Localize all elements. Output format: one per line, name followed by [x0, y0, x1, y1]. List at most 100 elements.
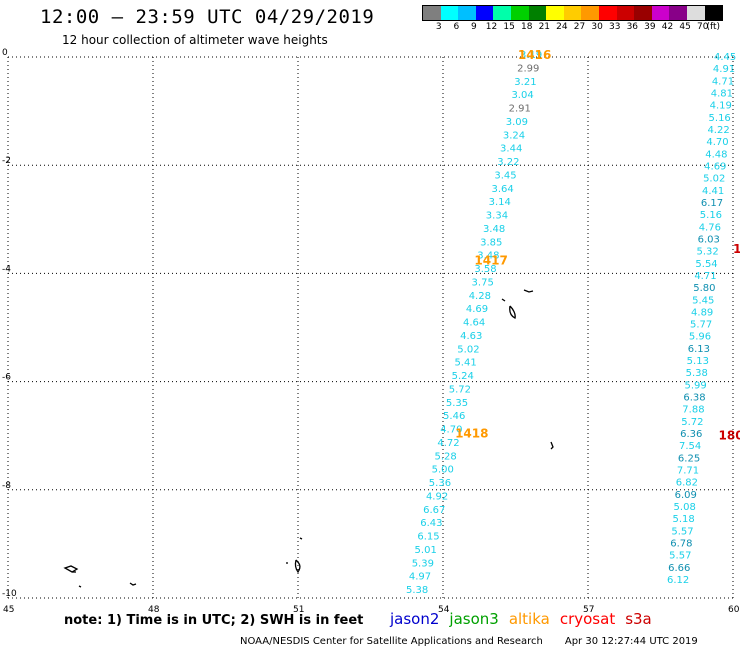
color-swatch — [423, 6, 441, 20]
page-subtitle: 12 hour collection of altimeter wave hei… — [62, 33, 328, 47]
wave-height-value: 6.15 — [417, 532, 439, 543]
color-swatch — [510, 6, 529, 20]
wave-height-value: 3.34 — [486, 211, 508, 222]
wave-height-value: 4.22 — [707, 125, 729, 136]
color-swatch — [669, 6, 687, 20]
lon-tick-label: 48 — [148, 605, 160, 615]
coastline-island — [129, 582, 137, 586]
color-scale-label: 21 — [538, 22, 551, 32]
wave-height-value: 4.69 — [466, 304, 488, 315]
coastline-island — [501, 298, 506, 302]
wave-height-value: 3.48 — [483, 224, 505, 235]
wave-height-value: 6.78 — [670, 539, 692, 550]
coastline-island — [550, 441, 554, 450]
wave-height-value: 6.36 — [680, 429, 702, 440]
color-scale-label: 39 — [644, 22, 656, 32]
coastline-island — [523, 289, 534, 293]
color-scale-label: 12 — [485, 22, 498, 32]
color-swatch — [581, 6, 599, 20]
wave-height-value: 6.03 — [698, 234, 720, 245]
color-swatch — [546, 6, 564, 20]
wave-height-value: 5.01 — [415, 545, 437, 556]
wave-height-value: 3.24 — [503, 130, 525, 141]
color-scale-label: 24 — [556, 22, 568, 32]
legend-entry-jason3: jason3 — [449, 610, 499, 628]
color-swatch — [440, 6, 459, 20]
wave-height-value: 4.71 — [712, 76, 734, 87]
wave-height-value: 3.58 — [474, 264, 496, 275]
timestamp: Apr 30 12:27:44 UTC 2019 — [564, 636, 698, 647]
color-swatch — [686, 6, 705, 20]
coastline-island — [78, 585, 82, 588]
orbit-number-label: 1416 — [518, 48, 551, 62]
wave-height-value: 4.41 — [702, 186, 724, 197]
coastline-island — [294, 559, 301, 574]
lat-tick-label: -8 — [2, 481, 11, 491]
wave-height-value: 5.39 — [412, 558, 434, 569]
lon-tick-label: 60 — [728, 605, 740, 615]
wave-height-value: 4.76 — [699, 222, 721, 233]
wave-height-value: 4.92 — [426, 491, 448, 502]
wave-height-value: 5.54 — [695, 259, 717, 270]
wave-height-value: 5.57 — [671, 526, 693, 537]
wave-height-value: 5.02 — [703, 174, 725, 185]
wave-height-value: 5.46 — [443, 411, 465, 422]
color-scale-label: 30 — [591, 22, 603, 32]
color-swatch — [598, 6, 617, 20]
page-title: 12:00 – 23:59 UTC 04/29/2019 — [40, 6, 375, 28]
wave-height-value: 4.97 — [409, 572, 431, 583]
color-scale-label: 42 — [661, 22, 674, 32]
wave-height-value: 7.54 — [679, 441, 701, 452]
wave-height-value: 4.48 — [705, 149, 727, 160]
lon-tick-label: 45 — [3, 605, 14, 615]
color-scale-label: 45 — [679, 22, 691, 32]
color-scale-label: (ft) — [706, 22, 721, 32]
wave-height-value: 7.88 — [682, 405, 704, 416]
color-scale-label: 15 — [503, 22, 515, 32]
wave-height-value: 3.85 — [480, 237, 502, 248]
coastline-island — [299, 537, 303, 540]
color-scale-label: 18 — [520, 22, 533, 32]
wave-height-value: 3.09 — [506, 117, 528, 128]
wave-height-value: 5.24 — [452, 371, 474, 382]
credit-line: NOAA/NESDIS Center for Satellite Applica… — [240, 636, 698, 647]
wave-height-value: 3.64 — [492, 184, 514, 195]
color-swatch — [704, 6, 723, 20]
orbit-number-label-edge: 180 — [719, 429, 740, 443]
wave-height-value: 3.44 — [500, 144, 522, 155]
lon-tick-label: 51 — [293, 605, 304, 615]
credit-text: NOAA/NESDIS Center for Satellite Applica… — [240, 636, 543, 647]
color-swatch — [634, 6, 652, 20]
wave-height-value: 5.36 — [429, 478, 451, 489]
wave-height-value: 4.70 — [706, 137, 728, 148]
wave-height-value: 4.71 — [694, 271, 716, 282]
color-swatch — [493, 6, 511, 20]
wave-height-value: 4.63 — [460, 331, 482, 342]
color-scale-label: 3 — [435, 22, 442, 32]
color-swatch — [528, 6, 547, 20]
wave-height-value: 5.45 — [692, 295, 714, 306]
wave-height-value: 3.14 — [489, 197, 511, 208]
color-scale-label: 6 — [453, 22, 460, 32]
wave-height-value: 5.28 — [435, 451, 457, 462]
coastline-island — [509, 305, 516, 319]
legend-entry-cryosat: cryosat — [559, 610, 616, 628]
wave-height-value: 5.72 — [681, 417, 703, 428]
legend-entry-altika: altika — [508, 610, 550, 628]
wave-height-value: 5.77 — [690, 320, 712, 331]
wave-height-value: 4.89 — [691, 307, 713, 318]
lon-tick-label: 54 — [438, 605, 450, 615]
lat-tick-label: -2 — [2, 156, 11, 166]
wave-height-value: 6.12 — [667, 575, 689, 586]
color-scale-labels: 3 6 9 12 15 18 21 24 27 30 33 36 39 42 45 70 (ft) — [422, 22, 740, 36]
wave-height-value: 4.19 — [710, 101, 732, 112]
wave-height-value: 3.22 — [497, 157, 519, 168]
legend-entry-jason2: jason2 — [390, 610, 440, 628]
wave-height-value: 6.66 — [668, 563, 690, 574]
wave-height-value: 5.38 — [686, 368, 708, 379]
wave-height-value: 2.99 — [517, 63, 539, 74]
wave-height-value: 5.16 — [700, 210, 722, 221]
wave-height-value: 5.16 — [709, 113, 731, 124]
wave-height-value: 4.70 — [440, 425, 462, 436]
